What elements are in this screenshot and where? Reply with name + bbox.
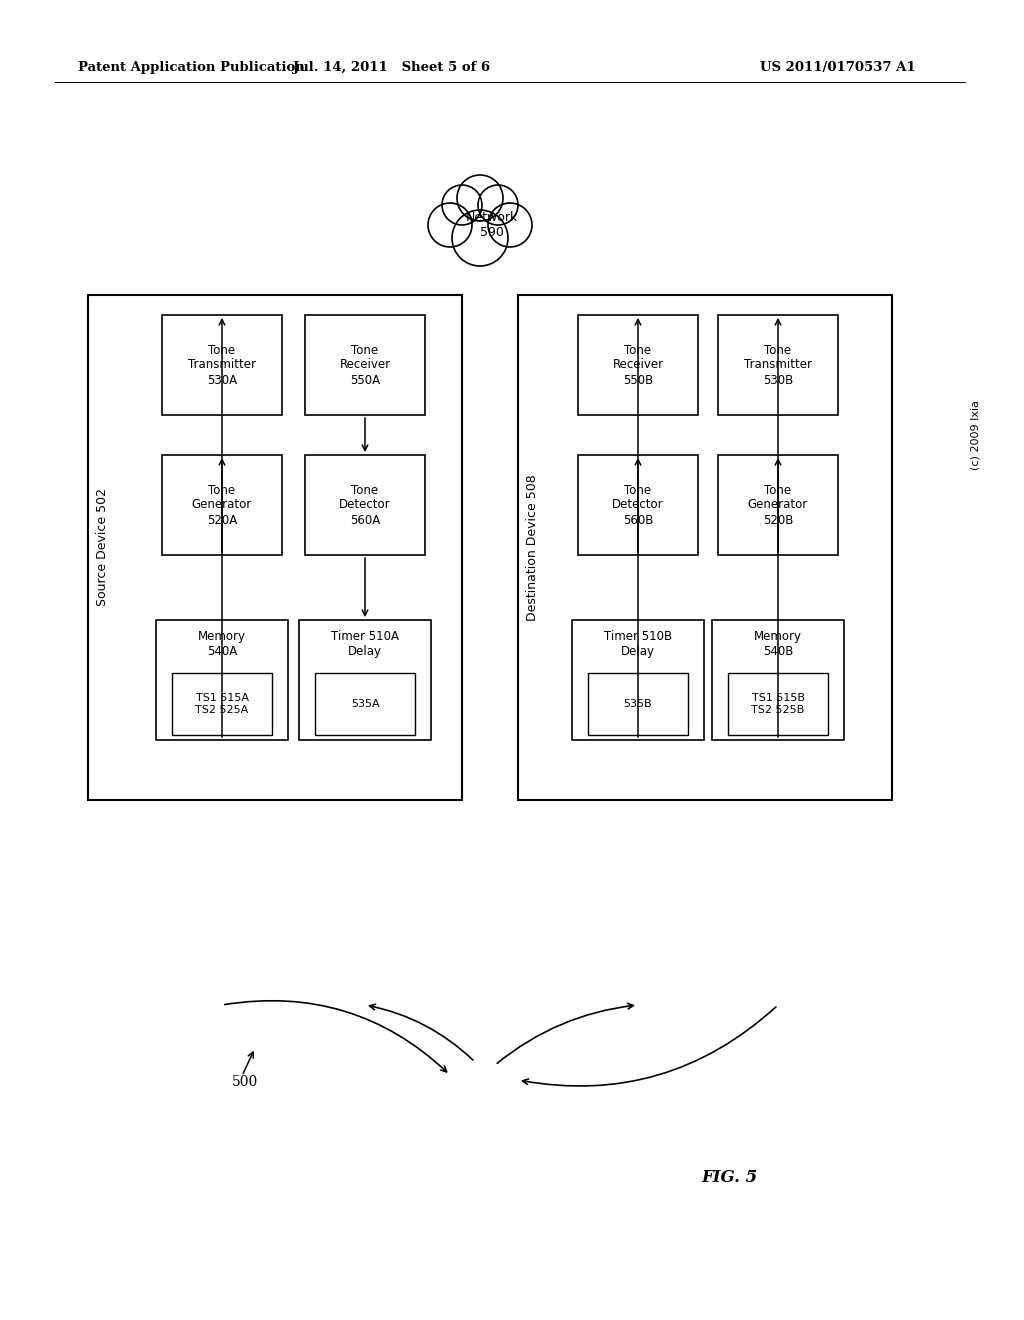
Bar: [305, 315, 425, 414]
Circle shape: [428, 203, 472, 247]
Circle shape: [478, 185, 518, 224]
Bar: [728, 673, 828, 735]
Text: Tone
Transmitter
530A: Tone Transmitter 530A: [188, 343, 256, 387]
Bar: [305, 455, 425, 554]
Bar: [518, 294, 892, 800]
Text: FIG. 5: FIG. 5: [701, 1170, 758, 1187]
Circle shape: [452, 210, 508, 267]
Bar: [572, 620, 705, 741]
Text: Tone
Transmitter
530B: Tone Transmitter 530B: [744, 343, 812, 387]
Text: Memory
540A: Memory 540A: [198, 630, 246, 657]
Text: TS1 515A
TS2 525A: TS1 515A TS2 525A: [196, 693, 249, 714]
Text: (c) 2009 Ixia: (c) 2009 Ixia: [970, 400, 980, 470]
Bar: [299, 620, 431, 741]
Circle shape: [488, 203, 532, 247]
Text: Tone
Generator
520A: Tone Generator 520A: [191, 483, 252, 527]
Bar: [578, 455, 698, 554]
Bar: [588, 673, 688, 735]
Text: TS1 515B
TS2 525B: TS1 515B TS2 525B: [752, 693, 805, 714]
Text: Tone
Detector
560A: Tone Detector 560A: [339, 483, 391, 527]
Text: Source Device 502: Source Device 502: [95, 488, 109, 606]
Text: Network
590: Network 590: [466, 211, 518, 239]
Bar: [718, 315, 838, 414]
Text: Destination Device 508: Destination Device 508: [525, 474, 539, 620]
Text: Tone
Detector
560B: Tone Detector 560B: [612, 483, 664, 527]
Text: Memory
540B: Memory 540B: [754, 630, 802, 657]
Circle shape: [457, 176, 503, 220]
Text: 535B: 535B: [624, 698, 652, 709]
Text: Tone
Generator
520B: Tone Generator 520B: [748, 483, 808, 527]
Text: US 2011/0170537 A1: US 2011/0170537 A1: [760, 62, 915, 74]
Text: Timer 510B
Delay: Timer 510B Delay: [604, 630, 672, 657]
Text: Tone
Receiver
550B: Tone Receiver 550B: [612, 343, 664, 387]
Circle shape: [442, 185, 482, 224]
Bar: [156, 620, 288, 741]
Bar: [718, 455, 838, 554]
Bar: [578, 315, 698, 414]
Bar: [162, 455, 282, 554]
Bar: [712, 620, 844, 741]
Text: Patent Application Publication: Patent Application Publication: [78, 62, 305, 74]
Text: Tone
Receiver
550A: Tone Receiver 550A: [339, 343, 390, 387]
Text: 535A: 535A: [350, 698, 379, 709]
Text: Timer 510A
Delay: Timer 510A Delay: [331, 630, 399, 657]
Bar: [88, 294, 462, 800]
Bar: [162, 315, 282, 414]
Bar: [314, 673, 415, 735]
Text: Jul. 14, 2011   Sheet 5 of 6: Jul. 14, 2011 Sheet 5 of 6: [294, 62, 490, 74]
Text: 500: 500: [232, 1074, 258, 1089]
Bar: [172, 673, 272, 735]
